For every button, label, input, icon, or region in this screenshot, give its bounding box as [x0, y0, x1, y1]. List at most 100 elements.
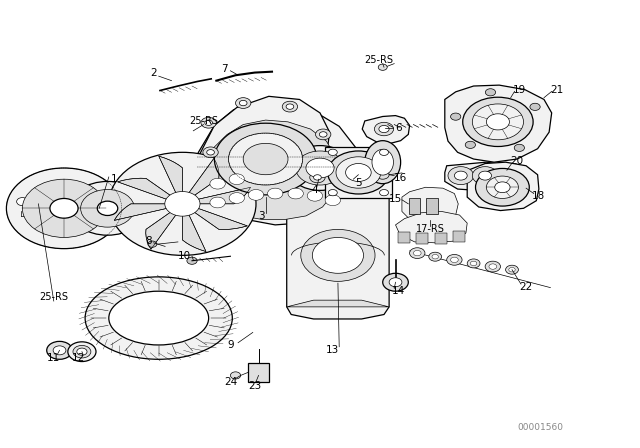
Text: 3: 3: [258, 211, 264, 221]
Circle shape: [328, 190, 337, 196]
Circle shape: [207, 150, 214, 155]
Text: 2: 2: [150, 69, 157, 78]
Circle shape: [286, 104, 294, 109]
Circle shape: [229, 174, 244, 185]
Circle shape: [486, 176, 518, 198]
Polygon shape: [287, 300, 389, 307]
Circle shape: [451, 113, 461, 120]
Polygon shape: [402, 187, 458, 224]
Circle shape: [485, 261, 500, 272]
Polygon shape: [194, 208, 247, 229]
Circle shape: [31, 199, 40, 206]
Circle shape: [328, 151, 389, 194]
Circle shape: [312, 237, 364, 273]
Circle shape: [310, 172, 325, 183]
Polygon shape: [197, 187, 250, 204]
Text: 15: 15: [389, 194, 402, 204]
Circle shape: [509, 267, 515, 272]
Circle shape: [506, 265, 518, 274]
Polygon shape: [362, 116, 410, 143]
Polygon shape: [146, 212, 177, 249]
Circle shape: [463, 97, 533, 146]
Circle shape: [239, 100, 247, 106]
Bar: [409, 198, 420, 214]
Circle shape: [306, 158, 334, 178]
Circle shape: [454, 171, 467, 180]
Circle shape: [465, 141, 476, 148]
Circle shape: [530, 103, 540, 110]
Bar: [248, 363, 269, 382]
Circle shape: [328, 149, 337, 155]
Polygon shape: [467, 162, 539, 211]
Circle shape: [248, 190, 264, 200]
Circle shape: [380, 190, 388, 196]
Circle shape: [47, 341, 72, 359]
Circle shape: [476, 168, 529, 206]
Circle shape: [383, 273, 408, 291]
Circle shape: [210, 178, 225, 189]
Circle shape: [515, 144, 525, 151]
Circle shape: [413, 250, 421, 256]
Circle shape: [316, 129, 331, 140]
Circle shape: [73, 345, 91, 358]
Circle shape: [22, 179, 106, 237]
Polygon shape: [445, 85, 552, 162]
Circle shape: [472, 167, 498, 185]
Circle shape: [210, 197, 225, 208]
Circle shape: [230, 372, 241, 379]
Circle shape: [378, 64, 387, 70]
Circle shape: [325, 195, 340, 206]
Circle shape: [53, 346, 66, 355]
Circle shape: [77, 348, 87, 355]
Circle shape: [17, 198, 28, 206]
Bar: [453, 231, 465, 242]
Circle shape: [379, 125, 389, 133]
Text: 9: 9: [227, 340, 234, 350]
Circle shape: [288, 146, 352, 190]
Circle shape: [214, 123, 317, 195]
Circle shape: [479, 171, 492, 180]
Circle shape: [314, 175, 321, 180]
Circle shape: [346, 164, 371, 181]
Circle shape: [69, 181, 146, 235]
Circle shape: [472, 104, 524, 140]
Polygon shape: [287, 180, 389, 319]
Text: 10: 10: [178, 251, 191, 261]
Polygon shape: [118, 178, 171, 200]
Text: 6: 6: [395, 123, 401, 133]
Ellipse shape: [109, 291, 209, 345]
Bar: [426, 198, 438, 214]
Text: 8: 8: [145, 236, 152, 246]
Circle shape: [495, 182, 510, 193]
Text: 00001560: 00001560: [518, 423, 564, 432]
Circle shape: [165, 191, 200, 216]
Bar: [398, 232, 410, 243]
Circle shape: [68, 342, 96, 362]
Circle shape: [26, 196, 45, 209]
Polygon shape: [189, 104, 360, 225]
Circle shape: [376, 170, 389, 179]
Ellipse shape: [372, 149, 394, 175]
Text: 24: 24: [224, 377, 237, 387]
Circle shape: [11, 194, 34, 210]
Polygon shape: [189, 120, 339, 220]
Text: 25-RS: 25-RS: [189, 116, 218, 126]
Circle shape: [389, 278, 402, 287]
Circle shape: [429, 252, 442, 261]
Text: 5: 5: [355, 178, 362, 188]
Text: 11: 11: [47, 353, 60, 362]
Circle shape: [166, 193, 198, 215]
Polygon shape: [195, 96, 330, 215]
Text: 19: 19: [513, 85, 526, 95]
Circle shape: [296, 151, 344, 185]
Polygon shape: [188, 159, 219, 196]
Circle shape: [109, 152, 256, 255]
Circle shape: [243, 143, 288, 175]
Text: 14: 14: [392, 286, 404, 296]
Circle shape: [374, 122, 394, 136]
Circle shape: [486, 114, 509, 130]
Circle shape: [288, 188, 303, 199]
Circle shape: [301, 229, 375, 281]
Bar: [435, 233, 447, 244]
Text: 23: 23: [248, 381, 261, 391]
